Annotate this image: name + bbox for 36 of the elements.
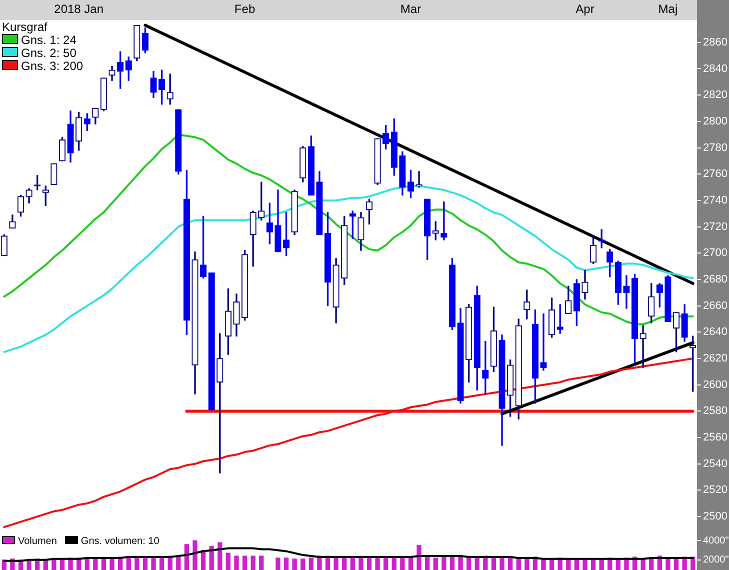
legend-label: Gns. 1: 24	[21, 33, 76, 47]
y-tick-label: 2820	[703, 89, 728, 102]
y-tick-label: 2700	[703, 247, 728, 260]
y-tick-label: 2780	[703, 142, 728, 154]
candlestick	[623, 275, 630, 309]
y-tick-label: 2640	[703, 326, 728, 338]
x-tick-label: Maj	[658, 2, 678, 16]
y-tick-label: 2520	[703, 484, 728, 496]
x-tick-label: Feb	[234, 2, 256, 16]
y-tick-label: 2560	[703, 432, 728, 444]
y-tick-label: 2840	[703, 62, 728, 75]
candlestick	[540, 313, 547, 371]
candlestick	[440, 201, 448, 240]
x-tick-label: 2018 Jan	[54, 2, 104, 16]
legend-label: Gns. 2: 50	[21, 46, 76, 60]
x-tick-label: Mar	[400, 2, 422, 16]
y-tick-label: 2680	[703, 274, 728, 286]
legend-title: Kursgraf	[2, 20, 48, 34]
y-tick-label: 2540	[703, 458, 728, 470]
y-tick-label: 2800	[703, 115, 728, 128]
y-tick-label: 2860	[703, 36, 728, 48]
y-tick-label: 2580	[703, 405, 728, 418]
x-tick-label: Apr	[576, 2, 594, 16]
y-tick-label: 2000"	[703, 554, 729, 566]
y-tick-label: 4000"	[703, 535, 729, 546]
y-tick-label: 2720	[703, 220, 728, 233]
y-tick-label: 2740	[703, 194, 728, 206]
y-tick-label: 2500	[703, 510, 728, 523]
y-tick-label: 2620	[703, 352, 728, 365]
legend-label: Gns. volumen: 10	[80, 536, 160, 547]
y-tick-label: 2660	[703, 300, 728, 312]
candlestick	[640, 325, 646, 368]
legend-label: Volumen	[18, 536, 57, 547]
y-tick-label: 2600	[703, 378, 728, 391]
legend-label: Gns. 3: 200	[21, 59, 84, 73]
y-tick-label: 2760	[703, 168, 728, 180]
